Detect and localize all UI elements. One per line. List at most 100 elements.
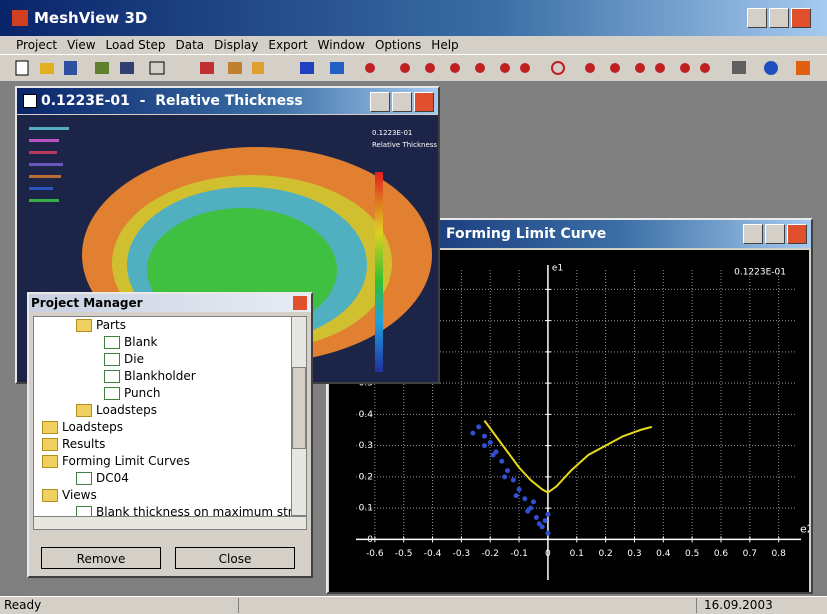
menu-item[interactable]: Window [317, 38, 365, 52]
close[interactable] [293, 296, 307, 310]
tree-item[interactable]: Blankholder [34, 368, 292, 385]
tree-item[interactable]: Blank thickness on maximum stroke [34, 504, 293, 518]
scatter-point [525, 508, 531, 514]
x-tick-label: -0.6 [366, 549, 384, 559]
app-title: MeshView 3D [34, 9, 148, 27]
x-tick-label: 0.2 [598, 549, 612, 559]
tree-item[interactable]: Loadsteps [34, 402, 292, 419]
tree-item[interactable]: Results [34, 436, 292, 453]
tree-label: Blankholder [124, 369, 196, 383]
annotation: 0.1223E-01 [734, 268, 786, 278]
maximize[interactable] [392, 92, 412, 112]
menu-item[interactable]: Data [175, 38, 205, 52]
y-tick-label: 0.4 [359, 410, 374, 420]
x-tick-label: -0.1 [510, 549, 528, 559]
toolbar [0, 54, 827, 82]
tree-label: Loadsteps [96, 403, 157, 417]
x-tick-label: -0.4 [424, 549, 442, 559]
scatter-point [531, 499, 536, 505]
scatter-point [522, 496, 528, 502]
tree-label: Blank [124, 335, 158, 349]
scatter-point [533, 515, 539, 520]
scatter-point [470, 430, 476, 436]
tree-item[interactable]: Forming Limit Curves [34, 453, 292, 470]
tree-item[interactable]: Loadsteps [34, 419, 292, 436]
scatter-point [545, 530, 551, 536]
scatter-point [481, 443, 487, 449]
x-tick-label: 0.5 [685, 549, 699, 559]
thickness-name-label: Relative Thickness [372, 141, 437, 149]
pm-title: Project Manager [31, 296, 143, 310]
menu-item[interactable]: Display [214, 38, 259, 52]
maximize[interactable] [769, 8, 789, 28]
tree-item[interactable]: Parts [34, 317, 292, 334]
pm-tree: Parts Blank Die Blankholder Punch Loadst… [33, 316, 293, 518]
tree-label: Results [62, 437, 106, 451]
window-icon [23, 94, 37, 108]
thickness-title-bar: 0.1223E-01 - Relative Thickness [17, 88, 438, 114]
project-manager: Project Manager Parts Blank Die Blankhol… [27, 292, 313, 578]
status-date: 16.09.2003 [704, 598, 773, 612]
tree-label: Forming Limit Curves [62, 454, 190, 468]
flc-curve [483, 420, 653, 494]
scatter-point [536, 521, 542, 527]
tree-label: Blank thickness on maximum stroke [96, 505, 293, 518]
scatter-point [499, 458, 505, 464]
tree-item[interactable]: Blank [34, 334, 292, 351]
menu-item[interactable]: View [67, 38, 96, 52]
x-tick-label: 0.4 [656, 549, 671, 559]
menu-item[interactable]: Options [374, 38, 422, 52]
maximize[interactable] [765, 224, 785, 244]
main-title-bar: MeshView 3D [0, 0, 827, 36]
minimize[interactable] [370, 92, 390, 112]
scatter-point [513, 493, 519, 499]
scatter-point [476, 424, 482, 430]
tree-item[interactable]: DC04 [34, 470, 292, 487]
tree-item[interactable]: Views [34, 487, 292, 504]
y-tick-label: 0.1 [359, 504, 373, 514]
scatter-point [510, 477, 516, 483]
window-buttons [747, 8, 811, 28]
tree-label: Views [62, 488, 97, 502]
status-bar: Ready 16.09.2003 [0, 596, 827, 614]
close[interactable] [791, 8, 811, 28]
x-tick-label: -0.2 [481, 549, 499, 559]
status-text: Ready [4, 598, 42, 612]
scatter-point [516, 486, 522, 492]
x-axis-label: e2 [800, 522, 809, 535]
x-tick-label: 0.6 [714, 549, 729, 559]
minimize[interactable] [747, 8, 767, 28]
scrollbar[interactable] [291, 316, 307, 516]
tree-label: Die [124, 352, 144, 366]
y-tick-label: 0.3 [359, 441, 373, 451]
remove-button[interactable]: Remove [41, 547, 161, 569]
thickness-title: 0.1223E-01 - Relative Thickness [41, 93, 303, 109]
minimize[interactable] [743, 224, 763, 244]
tree-label: Loadsteps [62, 420, 123, 434]
scatter-point [502, 474, 508, 480]
tree-label: Punch [124, 386, 161, 400]
menu-item[interactable]: Project [16, 38, 58, 52]
scatter-point [542, 518, 548, 524]
x-tick-label: 0.1 [570, 549, 584, 559]
app-icon [12, 10, 28, 26]
x-tick-label: -0.5 [395, 549, 413, 559]
scatter-point [481, 433, 487, 439]
close[interactable] [414, 92, 434, 112]
x-tick-label: 0.7 [743, 549, 757, 559]
tree-item[interactable]: Die [34, 351, 292, 368]
y-axis-label: e1 [552, 264, 563, 274]
menu-bar: Project View Load Step Data Display Export Win… [0, 36, 827, 54]
close[interactable] [787, 224, 807, 244]
scatter-point [545, 511, 551, 517]
scatter-point [505, 468, 511, 474]
menu-item[interactable]: Load Step [105, 38, 166, 52]
close-button[interactable]: Close [175, 547, 295, 569]
pm-title-bar: Project Manager [29, 294, 311, 312]
menu-item[interactable]: Export [268, 38, 308, 52]
menu-item[interactable]: Help [431, 38, 459, 52]
h-scrollbar[interactable] [33, 516, 307, 530]
tree-item[interactable]: Punch [34, 385, 292, 402]
x-tick-label: -0.3 [453, 549, 471, 559]
